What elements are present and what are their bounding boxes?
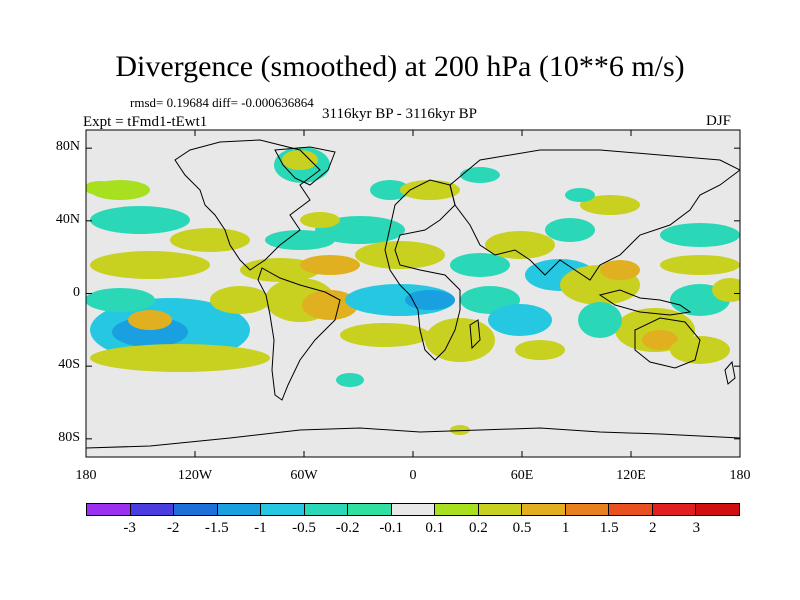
colorbar-box xyxy=(565,504,610,515)
colorbar-box xyxy=(348,504,392,515)
colorbar-box xyxy=(391,504,436,515)
coast-australia xyxy=(634,317,701,369)
season-label: DJF xyxy=(706,113,732,129)
colorbar-label: -0.1 xyxy=(379,520,404,536)
field-region xyxy=(210,286,270,314)
colorbar-label: -1.5 xyxy=(204,520,229,536)
field-region xyxy=(488,304,552,336)
x-tick-label: 0 xyxy=(409,468,417,483)
field-region xyxy=(515,340,565,360)
x-tick-label: 60E xyxy=(510,468,534,483)
field-region xyxy=(545,218,595,242)
y-tick-label: 0 xyxy=(73,284,80,300)
x-tick-label: 120W xyxy=(177,468,213,483)
colorbar-label: -0.2 xyxy=(335,520,360,536)
field-region xyxy=(600,260,640,280)
coast-asia xyxy=(449,149,740,281)
x-tick-label: 180 xyxy=(75,468,97,483)
field-region xyxy=(670,336,730,364)
colorbar-label: 1.5 xyxy=(599,520,619,536)
field-region xyxy=(425,318,495,362)
colorbar-label: 1 xyxy=(561,520,570,536)
colorbar-label: -0.5 xyxy=(292,520,316,536)
coast-madagascar xyxy=(469,319,481,350)
field-region xyxy=(400,180,460,200)
rmsd-stats: rmsd= 0.19684 diff= -0.000636864 xyxy=(130,95,314,110)
coast-south-america xyxy=(257,267,341,401)
field-region xyxy=(336,373,364,387)
chart-title: Divergence (smoothed) at 200 hPa (10**6 … xyxy=(115,50,685,83)
colorbar-label: 0.1 xyxy=(425,520,445,536)
field-region xyxy=(450,425,470,435)
field-region xyxy=(340,323,430,347)
colorbar-label: 0.5 xyxy=(512,520,532,536)
axis-ticks xyxy=(85,130,741,457)
colorbar-box xyxy=(261,504,305,515)
field-region xyxy=(660,223,740,247)
field-region xyxy=(90,251,210,279)
coast-new-zealand xyxy=(724,360,736,385)
coast-greenland xyxy=(274,146,336,186)
field-region xyxy=(355,241,445,269)
field-region xyxy=(170,228,250,252)
field-region xyxy=(90,206,190,234)
field-region xyxy=(405,290,455,310)
field-region xyxy=(578,302,622,338)
period-label: 3116kyr BP - 3116kyr BP xyxy=(322,106,478,122)
field-region xyxy=(86,288,155,312)
coast-north-america xyxy=(174,139,321,271)
field-region xyxy=(302,290,358,320)
field-region xyxy=(485,231,555,259)
x-tick-label: 120E xyxy=(616,468,646,483)
field-region xyxy=(565,188,595,202)
field-region xyxy=(128,310,172,330)
coast-indonesia xyxy=(598,289,692,316)
x-tick-label: 180 xyxy=(729,468,751,483)
colorbar xyxy=(86,503,740,516)
colorbar-box xyxy=(87,504,131,515)
colorbar-label: 0.2 xyxy=(469,520,488,536)
y-tick-label: 80N xyxy=(55,139,80,155)
colorbar-box xyxy=(522,504,566,515)
y-tick-label: 40N xyxy=(55,211,80,227)
field-region xyxy=(265,230,335,250)
experiment-label: Expt = tFmd1-tEwt1 xyxy=(83,114,208,130)
field-region xyxy=(240,258,320,282)
colorbar-label: -1 xyxy=(254,520,267,536)
divergence-field xyxy=(86,147,740,435)
y-tick-label: 40S xyxy=(58,357,80,373)
colorbar-box xyxy=(609,504,653,515)
field-region xyxy=(282,150,318,170)
colorbar-box xyxy=(652,504,697,515)
field-region xyxy=(370,180,410,200)
colorbar-box xyxy=(174,504,218,515)
coastlines xyxy=(86,139,740,449)
field-region xyxy=(712,278,740,302)
field-region xyxy=(580,195,640,215)
field-region xyxy=(90,344,270,372)
colorbar-label: -3 xyxy=(123,520,136,536)
colorbar-box xyxy=(696,504,739,515)
field-region xyxy=(460,167,500,183)
field-region xyxy=(660,255,740,275)
y-tick-label: 80S xyxy=(58,429,80,445)
colorbar-box xyxy=(130,504,175,515)
colorbar-box xyxy=(435,504,479,515)
field-region xyxy=(450,253,510,277)
x-tick-label: 60W xyxy=(290,468,318,483)
colorbar-label: 2 xyxy=(649,520,657,536)
colorbar-label: -2 xyxy=(166,520,180,536)
colorbar-box xyxy=(478,504,523,515)
colorbar-label: 3 xyxy=(692,520,701,536)
field-region xyxy=(642,330,678,350)
coast-antarctica xyxy=(86,427,740,449)
field-region xyxy=(300,212,340,228)
colorbar-box xyxy=(217,504,262,515)
field-region xyxy=(86,181,116,195)
field-region xyxy=(300,255,360,275)
colorbar-box xyxy=(304,504,349,515)
